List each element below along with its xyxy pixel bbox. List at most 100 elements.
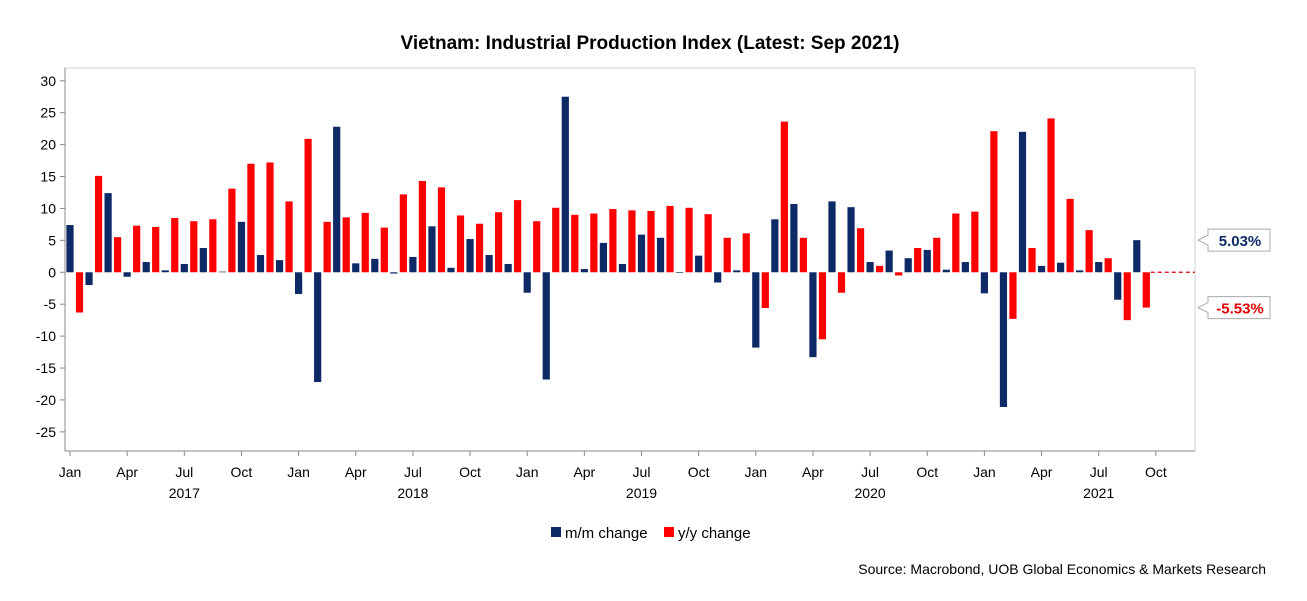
bar-mm	[390, 272, 398, 274]
bar-mm	[618, 263, 627, 273]
bar-yy	[876, 265, 884, 273]
x-tick-label: Jul	[1090, 464, 1108, 480]
bar-mm	[885, 250, 893, 273]
bar-yy	[1066, 198, 1074, 273]
bar-mm	[275, 260, 284, 273]
bar-mm	[352, 263, 360, 273]
bar-yy	[799, 237, 807, 273]
x-year-label: 2021	[1083, 485, 1114, 501]
y-tick-label: 30	[40, 73, 56, 89]
bar-yy	[152, 226, 160, 273]
x-tick-label: Apr	[802, 464, 824, 480]
bar-mm	[714, 272, 722, 283]
bar-yy	[990, 131, 998, 273]
bar-yy	[837, 272, 846, 293]
bar-yy	[418, 180, 426, 273]
bar-yy	[856, 228, 865, 273]
x-axis: Jan Apr Jul Oct Jan Apr Jul Oct Jan Apr Jul Oct Jan A…	[59, 450, 1195, 501]
bar-mm	[256, 255, 265, 273]
bar-mm	[752, 272, 760, 348]
legend: m/m change y/y change	[551, 525, 751, 542]
x-tick-label: Oct	[688, 464, 710, 480]
x-tick-label: Jul	[861, 464, 879, 480]
bar-yy	[380, 227, 388, 273]
bar-mm	[447, 267, 455, 273]
bar-yy	[971, 211, 979, 273]
x-tick-label: Jul	[633, 464, 651, 480]
y-tick-label: 0	[48, 264, 56, 280]
bar-yy	[475, 223, 484, 273]
bar-mm	[733, 270, 741, 273]
bar-mm	[771, 219, 779, 273]
bar-yy	[704, 214, 712, 273]
bar-yy	[171, 218, 179, 273]
bar-mm	[580, 269, 588, 273]
bar-yy	[266, 162, 274, 273]
bar-yy	[742, 233, 750, 273]
y-axis: 30 25 20 15 10 5 0 -5 -10 -15 -20 -25	[36, 68, 66, 451]
x-tick-label: Apr	[573, 464, 595, 480]
bar-yy	[914, 248, 922, 273]
bar-yy	[399, 194, 407, 273]
bar-mm	[333, 126, 341, 273]
bar-mm	[1095, 262, 1103, 273]
bar-mm	[504, 263, 512, 273]
bar-mm	[695, 255, 703, 273]
x-tick-label: Jul	[404, 464, 422, 480]
bar-yy	[514, 200, 522, 273]
y-tick-label: 15	[40, 169, 56, 185]
bar-mm	[218, 271, 226, 273]
legend-swatch	[551, 527, 561, 537]
bar-mm	[237, 221, 246, 273]
bar-mm	[656, 237, 665, 273]
y-tick-label: 20	[40, 137, 56, 153]
y-tick-label: -15	[36, 360, 56, 376]
bar-yy	[1123, 272, 1131, 321]
bar-yy	[247, 163, 255, 273]
y-tick-label: 25	[40, 105, 56, 121]
bar-mm	[295, 272, 303, 294]
legend-label: y/y change	[678, 525, 751, 542]
bar-yy	[94, 175, 103, 273]
bar-yy	[437, 187, 446, 273]
bar-mm	[1076, 270, 1084, 273]
bar-yy	[342, 217, 350, 273]
bar-yy	[228, 188, 236, 273]
x-tick-label: Jan	[59, 464, 82, 480]
y-tick-label: -5	[44, 296, 57, 312]
bars	[66, 96, 1150, 407]
bar-mm	[409, 256, 417, 273]
bar-mm	[1018, 131, 1027, 273]
bar-mm	[104, 193, 112, 273]
source-note: Source: Macrobond, UOB Global Economics …	[858, 561, 1266, 577]
bar-mm	[466, 239, 474, 273]
bar-yy	[190, 221, 198, 273]
bar-mm	[866, 262, 874, 273]
bar-mm	[371, 258, 379, 273]
bar-yy	[495, 212, 503, 273]
bar-yy	[456, 215, 465, 273]
x-tick-label: Oct	[459, 464, 481, 480]
bar-yy	[666, 205, 674, 273]
bar-mm	[637, 234, 646, 273]
x-year-label: 2019	[626, 485, 657, 501]
x-tick-label: Jan	[973, 464, 996, 480]
bar-yy	[571, 214, 579, 273]
y-tick-label: 10	[40, 200, 56, 216]
bar-yy	[552, 207, 560, 273]
bar-mm	[1133, 240, 1141, 273]
bar-mm	[1114, 272, 1122, 300]
bar-mm	[523, 272, 531, 293]
callout-box	[1196, 296, 1271, 320]
bar-yy	[952, 213, 960, 273]
callout-box	[1196, 228, 1271, 252]
bar-mm	[314, 272, 322, 383]
bar-mm	[85, 272, 93, 286]
legend-label: m/m change	[565, 525, 648, 542]
bar-yy	[133, 225, 141, 273]
legend-swatch	[664, 527, 674, 537]
bar-mm	[980, 272, 988, 294]
callout-label: -5.53%	[1216, 301, 1264, 318]
x-tick-label: Oct	[916, 464, 938, 480]
bar-mm	[961, 262, 969, 273]
